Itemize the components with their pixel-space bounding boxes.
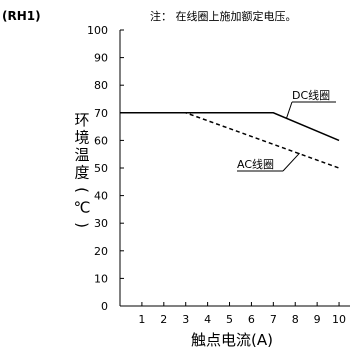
series-layer	[120, 113, 339, 168]
series-line	[120, 113, 339, 141]
axes	[120, 30, 350, 306]
x-tick-label: 7	[270, 313, 277, 326]
note-text: 注： 在线圈上施加额定电压。	[150, 9, 297, 23]
y-axis-title-char: )	[73, 222, 91, 228]
y-tick-label: 60	[94, 134, 108, 147]
y-tick-label: 100	[87, 24, 108, 37]
y-axis-ticks: 0 10 20 30 40 50 60 70 80 90 100	[87, 24, 124, 313]
ac-series-label: AC线圈	[237, 157, 274, 171]
y-axis-title-char: ℃	[74, 199, 91, 217]
x-tick-label: 8	[292, 313, 299, 326]
y-axis-title-char: 境	[74, 129, 89, 147]
x-tick-label: 6	[248, 313, 255, 326]
x-tick-label: 1	[138, 313, 145, 326]
x-tick-label: 10	[332, 313, 346, 326]
y-axis-title-char: 环	[74, 111, 89, 129]
series-line	[120, 113, 339, 168]
series-labels: DC线圈 AC线圈	[237, 88, 336, 171]
x-tick-label: 3	[182, 313, 189, 326]
x-tick-label: 4	[204, 313, 211, 326]
y-tick-label: 40	[94, 190, 108, 203]
model-label: (RH1)	[2, 9, 41, 23]
x-tick-label: 9	[314, 313, 321, 326]
y-tick-label: 30	[94, 217, 108, 230]
y-axis-title-char: 温	[74, 146, 89, 164]
dc-leader-line	[286, 102, 292, 118]
ac-leader-line	[283, 153, 300, 171]
y-tick-label: 80	[94, 79, 108, 92]
y-tick-label: 70	[94, 107, 108, 120]
x-tick-label: 5	[226, 313, 233, 326]
y-axis-title-char: 度	[74, 164, 89, 182]
y-tick-label: 0	[101, 300, 108, 313]
y-tick-label: 90	[94, 52, 108, 65]
y-axis-title-char: (	[73, 187, 91, 193]
x-tick-label: 2	[160, 313, 167, 326]
y-tick-label: 50	[94, 162, 108, 175]
dc-series-label: DC线圈	[292, 88, 330, 102]
y-tick-label: 20	[94, 245, 108, 258]
y-tick-label: 10	[94, 272, 108, 285]
x-axis-title: 触点电流(A)	[191, 331, 273, 349]
